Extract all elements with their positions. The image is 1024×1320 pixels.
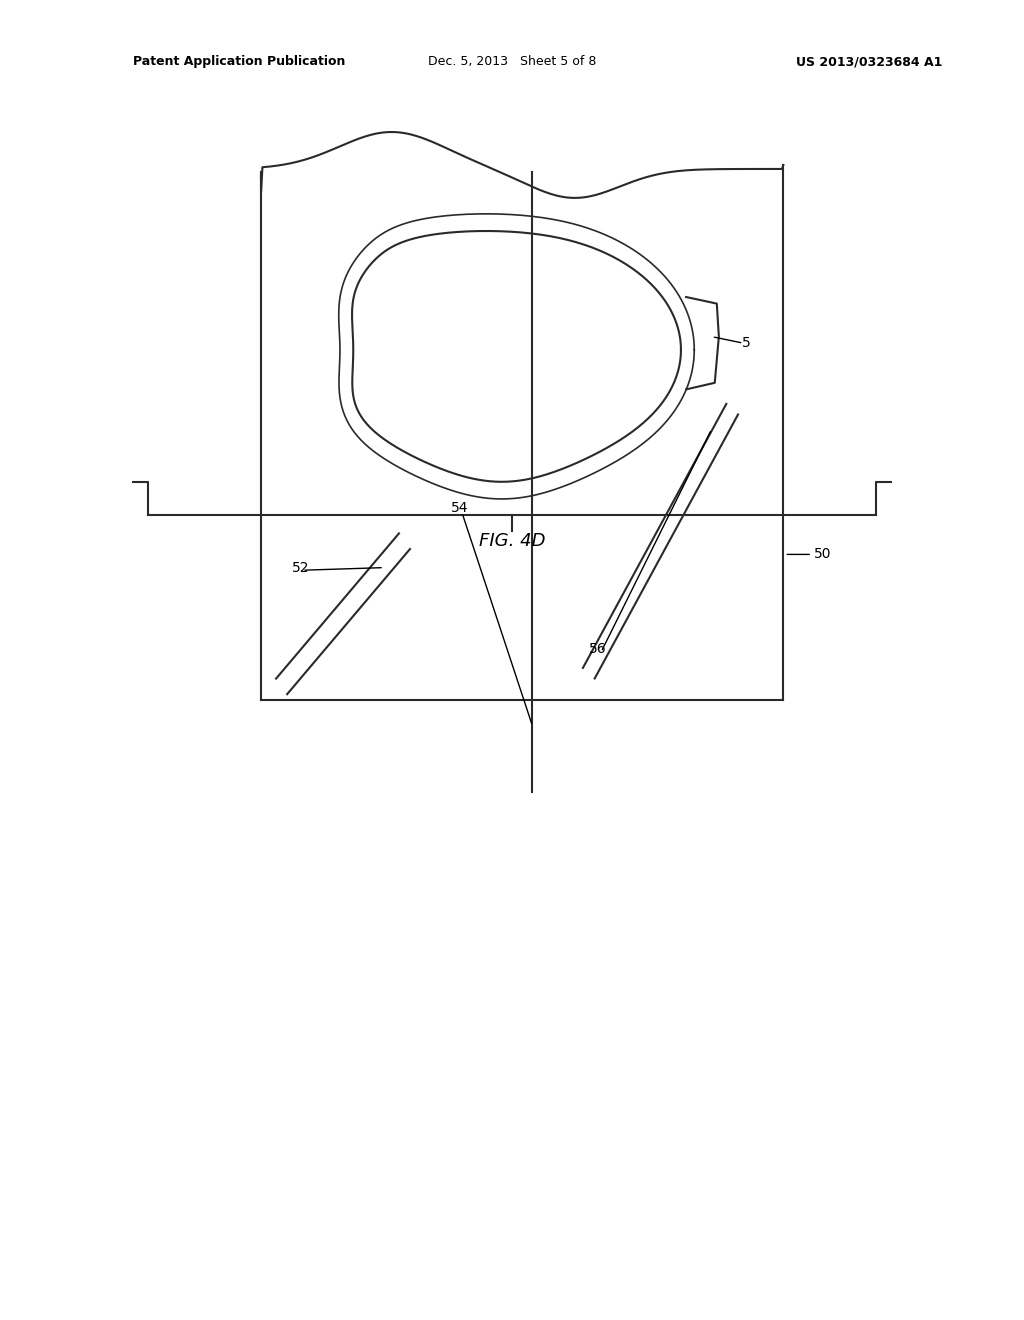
Text: 52: 52 xyxy=(292,561,309,574)
Text: US 2013/0323684 A1: US 2013/0323684 A1 xyxy=(796,55,942,69)
Text: Dec. 5, 2013   Sheet 5 of 8: Dec. 5, 2013 Sheet 5 of 8 xyxy=(428,55,596,69)
Text: 54: 54 xyxy=(451,502,468,515)
Text: 56: 56 xyxy=(589,643,606,656)
Text: 5: 5 xyxy=(742,337,752,350)
Text: Patent Application Publication: Patent Application Publication xyxy=(133,55,345,69)
Text: 50: 50 xyxy=(814,548,831,561)
Text: FIG. 4D: FIG. 4D xyxy=(479,532,545,550)
